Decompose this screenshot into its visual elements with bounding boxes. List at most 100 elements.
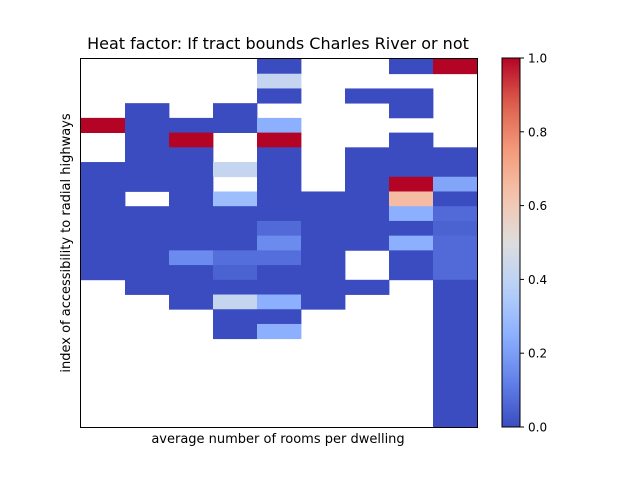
heatmap-cell [81,265,126,281]
heatmap-cell [345,279,390,295]
heatmap-cell [125,103,170,119]
colorbar-tick-label: 0.4 [528,273,547,287]
heatmap-cell [433,323,478,340]
heatmap-cell [257,59,302,75]
heatmap-cells [81,59,478,428]
heatmap-cell [433,59,478,75]
heatmap-cell [125,279,170,295]
heatmap-cell [257,294,302,310]
heatmap-cell [433,338,478,354]
heatmap-cell [125,206,170,222]
heatmap-cell [81,250,126,266]
colorbar-tick-label: 0.0 [528,421,547,435]
heatmap-cell [213,103,258,119]
heatmap-cell [81,117,126,133]
colorbar-tick-label: 0.6 [528,199,547,213]
heatmap-cell [213,220,258,237]
heatmap-cell [433,162,478,178]
heatmap-cell [301,235,346,251]
heatmap-cell [257,132,302,148]
heatmap-cell [257,323,302,340]
heatmap-cell [257,206,302,222]
heatmap-cell [433,279,478,295]
heatmap-cell [389,147,434,163]
heatmap-cell [257,73,302,89]
heatmap-cell [169,132,214,148]
heatmap-cell [433,382,478,398]
colorbar-tick-label: 1.0 [528,52,547,66]
heatmap-cell [389,103,434,119]
heatmap-cell [169,294,214,310]
chart-title: Heat factor: If tract bounds Charles Riv… [87,34,469,53]
heatmap-cell [213,309,258,325]
heatmap-cell [169,265,214,281]
colorbar-tick-label: 0.8 [528,125,547,139]
heatmap-cell [81,206,126,222]
heatmap-cell [125,250,170,266]
heatmap-cell [433,220,478,237]
heatmap-cell [169,162,214,178]
heatmap-cell [213,294,258,310]
heatmap-cell [257,265,302,281]
heatmap-cell [257,191,302,207]
heatmap-cell [169,206,214,222]
heatmap-cell [389,176,434,192]
x-axis-label: average number of rooms per dwelling [151,432,404,447]
heatmap-cell [389,250,434,266]
heatmap-cell [213,323,258,340]
heatmap-cell [125,162,170,178]
heatmap-cell [301,265,346,281]
heatmap-cell [257,220,302,237]
heatmap-cell [257,176,302,192]
heatmap-cell [169,147,214,163]
heatmap-cell [433,265,478,281]
heatmap-cell [81,235,126,251]
heatmap-cell [301,220,346,237]
y-axis-label: index of accessibility to radial highway… [59,113,74,372]
heatmap-cell [169,117,214,133]
heatmap-cell [125,132,170,148]
heatmap-cell [125,176,170,192]
heatmap-cell [345,206,390,222]
heatmap-cell [213,117,258,133]
heatmap-cell [345,191,390,207]
heatmap-cell [389,132,434,148]
heatmap-cell [389,220,434,237]
heatmap-cell [389,162,434,178]
heatmap-cell [433,250,478,266]
heatmap-cell [213,206,258,222]
heatmap-cell [389,88,434,104]
heatmap-cell [345,176,390,192]
heatmap-cell [213,235,258,251]
heatmap-cell [301,279,346,295]
heatmap-cell [345,147,390,163]
heatmap-cell [433,353,478,369]
heatmap-cell [257,162,302,178]
plot-frame [80,58,478,428]
heatmap-cell [433,176,478,192]
heatmap-cell [213,265,258,281]
heatmap-cell [389,59,434,75]
heatmap-cell [125,117,170,133]
heatmap-cell [169,176,214,192]
heatmap-cell [389,265,434,281]
heatmap-cell [301,206,346,222]
heatmap-cell [433,397,478,413]
heatmap-cell [433,368,478,384]
heatmap-cell [389,235,434,251]
heatmap-cell [345,162,390,178]
heatmap-cell [169,220,214,237]
heatmap-cell [257,309,302,325]
heatmap-cell [345,88,390,104]
heatmap-cell [301,191,346,207]
heatmap-cell [169,191,214,207]
colorbar-tick-label: 0.2 [528,347,547,361]
heatmap-cell [433,147,478,163]
heatmap-cell [257,235,302,251]
heatmap-cell [125,220,170,237]
heatmap-cell [433,309,478,325]
heatmap-cell [125,265,170,281]
heatmap-cell [433,412,478,428]
heatmap-cell [433,206,478,222]
